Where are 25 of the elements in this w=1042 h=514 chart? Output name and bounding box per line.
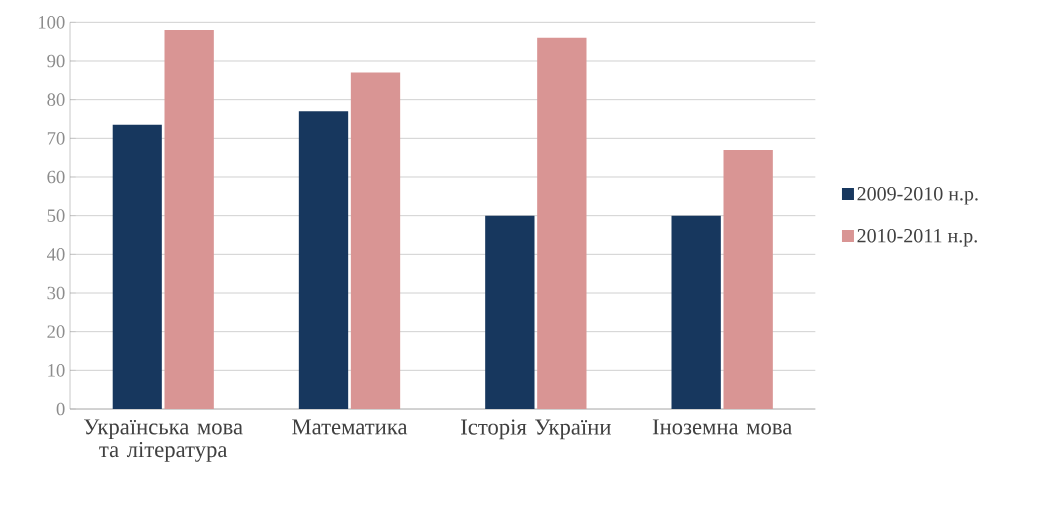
bar (723, 149, 773, 409)
y-tick-label: 60 (47, 170, 65, 184)
bar (485, 215, 535, 409)
y-tick-label: 70 (47, 132, 65, 145)
y-tick-label: 20 (47, 325, 65, 338)
bar (671, 215, 721, 409)
legend-label: 2009-2010 н.р. (857, 187, 978, 205)
x-tick-label: Іноземна мова (652, 419, 793, 435)
y-tick-label: 10 (48, 364, 65, 377)
y-tick-label: 0 (56, 402, 65, 416)
y-tick-label: 50 (47, 209, 65, 222)
x-tick-label: Українська мова та література (84, 419, 243, 462)
y-tick-label: 100 (38, 16, 65, 29)
x-tick-label: Математика (292, 419, 408, 435)
bar (112, 124, 162, 409)
x-tick-label: Історія України (461, 419, 611, 440)
y-tick-label: 90 (47, 54, 65, 68)
bar (164, 30, 214, 409)
bar (298, 111, 349, 409)
bar (350, 72, 401, 409)
bar (537, 37, 587, 409)
y-tick-label: 40 (46, 248, 65, 261)
legend-label: 2010-2011 н.р. (857, 229, 977, 247)
y-tick-label: 30 (47, 286, 65, 300)
y-tick-label: 80 (47, 93, 65, 106)
